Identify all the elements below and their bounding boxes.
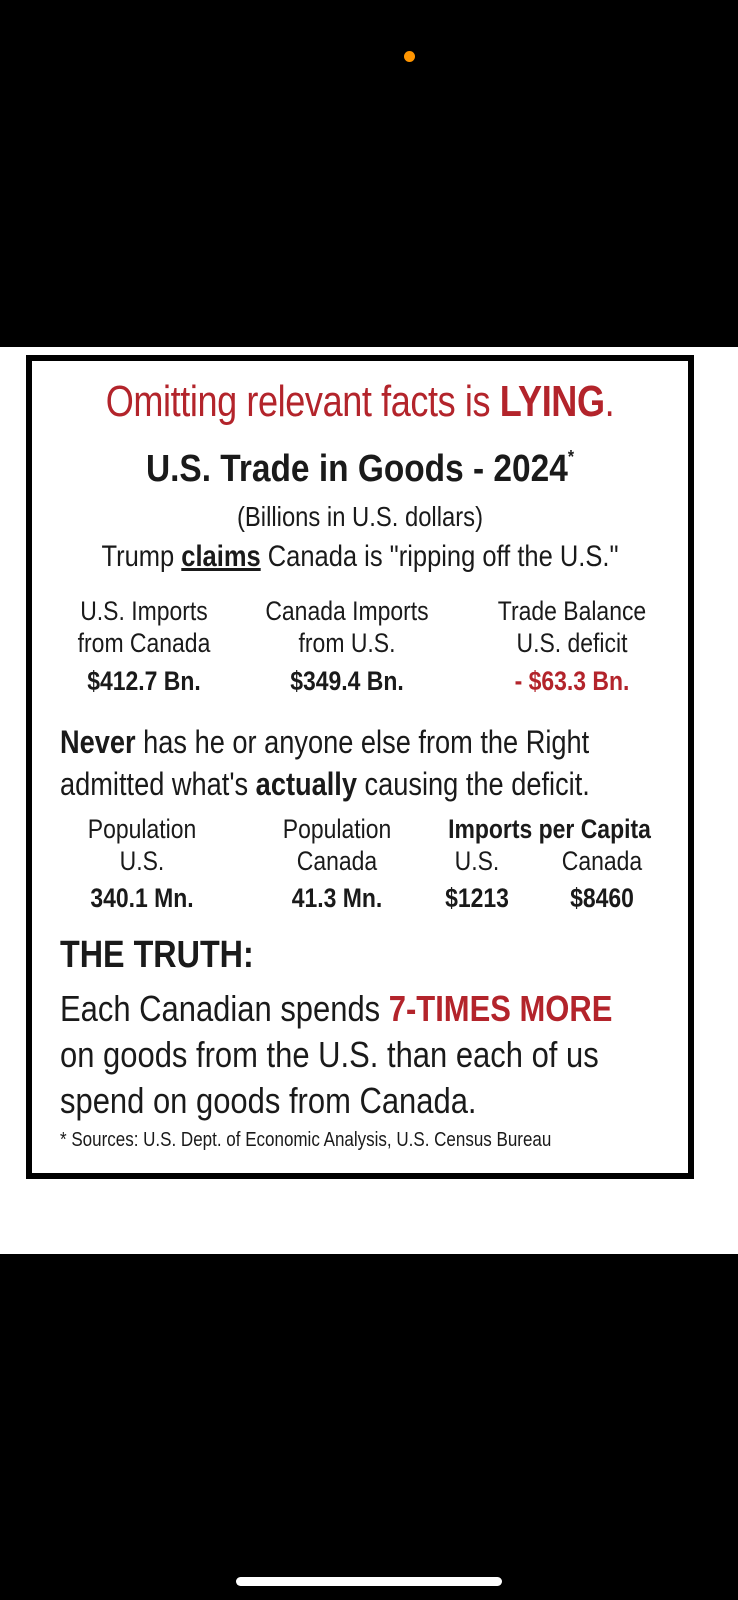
headline-emphasis: LYING <box>499 377 605 426</box>
headline-prefix: Omitting relevant facts is <box>105 377 500 426</box>
title-text: U.S. Trade in Goods - 2024 <box>145 448 568 490</box>
population-canada: Population Canada <box>269 813 405 877</box>
truth-line1-start: Each Canadian spends <box>60 988 389 1029</box>
trade-col-label-1: U.S. Imports <box>80 596 208 626</box>
page-title: U.S. Trade in Goods - 2024* <box>71 447 648 491</box>
never-line2-start: admitted what's <box>60 766 256 802</box>
truth-body: Each Canadian spends 7-TIMES MORE on goo… <box>60 986 612 1124</box>
truth-line2: on goods from the U.S. than each of us <box>60 1034 599 1075</box>
per-capita-us-value: $1213 <box>445 883 509 913</box>
sources-footnote: * Sources: U.S. Dept. of Economic Analys… <box>60 1129 552 1151</box>
per-capita-canada-label: Canada <box>561 846 643 876</box>
title-footnote-mark: * <box>567 447 575 467</box>
infographic-card: Omitting relevant facts is LYING. U.S. T… <box>26 355 694 1179</box>
trade-col-balance: Trade Balance U.S. deficit <box>487 595 657 659</box>
per-capita-canada-value: $8460 <box>570 883 634 913</box>
population-canada-value: 41.3 Mn. <box>291 883 383 913</box>
trade-value-deficit: - $63.3 Bn. <box>514 666 630 696</box>
truth-title: THE TRUTH: <box>60 934 254 976</box>
trade-value-canada-imports: $349.4 Bn. <box>290 666 404 696</box>
claim-underlined: claims <box>181 540 261 573</box>
trade-col-label-1: Trade Balance <box>497 596 647 626</box>
claim-prefix: Trump <box>101 540 182 573</box>
trade-col-label-2: from U.S. <box>298 628 396 658</box>
population-us: Population U.S. <box>74 813 210 877</box>
never-paragraph: Never has he or anyone else from the Rig… <box>60 721 590 805</box>
headline: Omitting relevant facts is LYING. <box>91 377 629 427</box>
trade-col-canada-imports: Canada Imports from U.S. <box>258 595 437 659</box>
claim-suffix: Canada is "ripping off the U.S." <box>260 540 619 573</box>
population-us-label-1: Population <box>87 814 197 844</box>
never-line2-end: causing the deficit. <box>356 766 590 802</box>
never-bold: Never <box>60 724 136 760</box>
truth-emphasis: 7-TIMES MORE <box>388 988 613 1029</box>
trade-col-us-imports: U.S. Imports from Canada <box>68 595 221 659</box>
home-indicator[interactable] <box>236 1577 502 1586</box>
population-us-value: 340.1 Mn. <box>90 883 194 913</box>
claim-line: Trump claims Canada is "ripping off the … <box>81 540 639 574</box>
trade-col-label-2: U.S. deficit <box>516 628 628 658</box>
never-line1-rest: has he or anyone else from the Right <box>135 724 590 760</box>
truth-line3: spend on goods from Canada. <box>60 1080 477 1121</box>
population-canada-label-2: Canada <box>296 846 378 876</box>
trade-value-us-imports: $412.7 Bn. <box>87 666 201 696</box>
population-canada-label-1: Population <box>282 814 392 844</box>
per-capita-us-label: U.S. <box>454 846 500 876</box>
units-note: (Billions in U.S. dollars) <box>236 501 483 532</box>
actually-bold: actually <box>255 766 357 802</box>
status-indicator-dot <box>404 51 415 62</box>
trade-col-label-1: Canada Imports <box>265 596 429 626</box>
population-us-label-2: U.S. <box>119 846 165 876</box>
headline-suffix: . <box>604 377 615 426</box>
trade-col-label-2: from Canada <box>77 628 211 658</box>
per-capita-header: Imports per Capita <box>448 814 651 844</box>
